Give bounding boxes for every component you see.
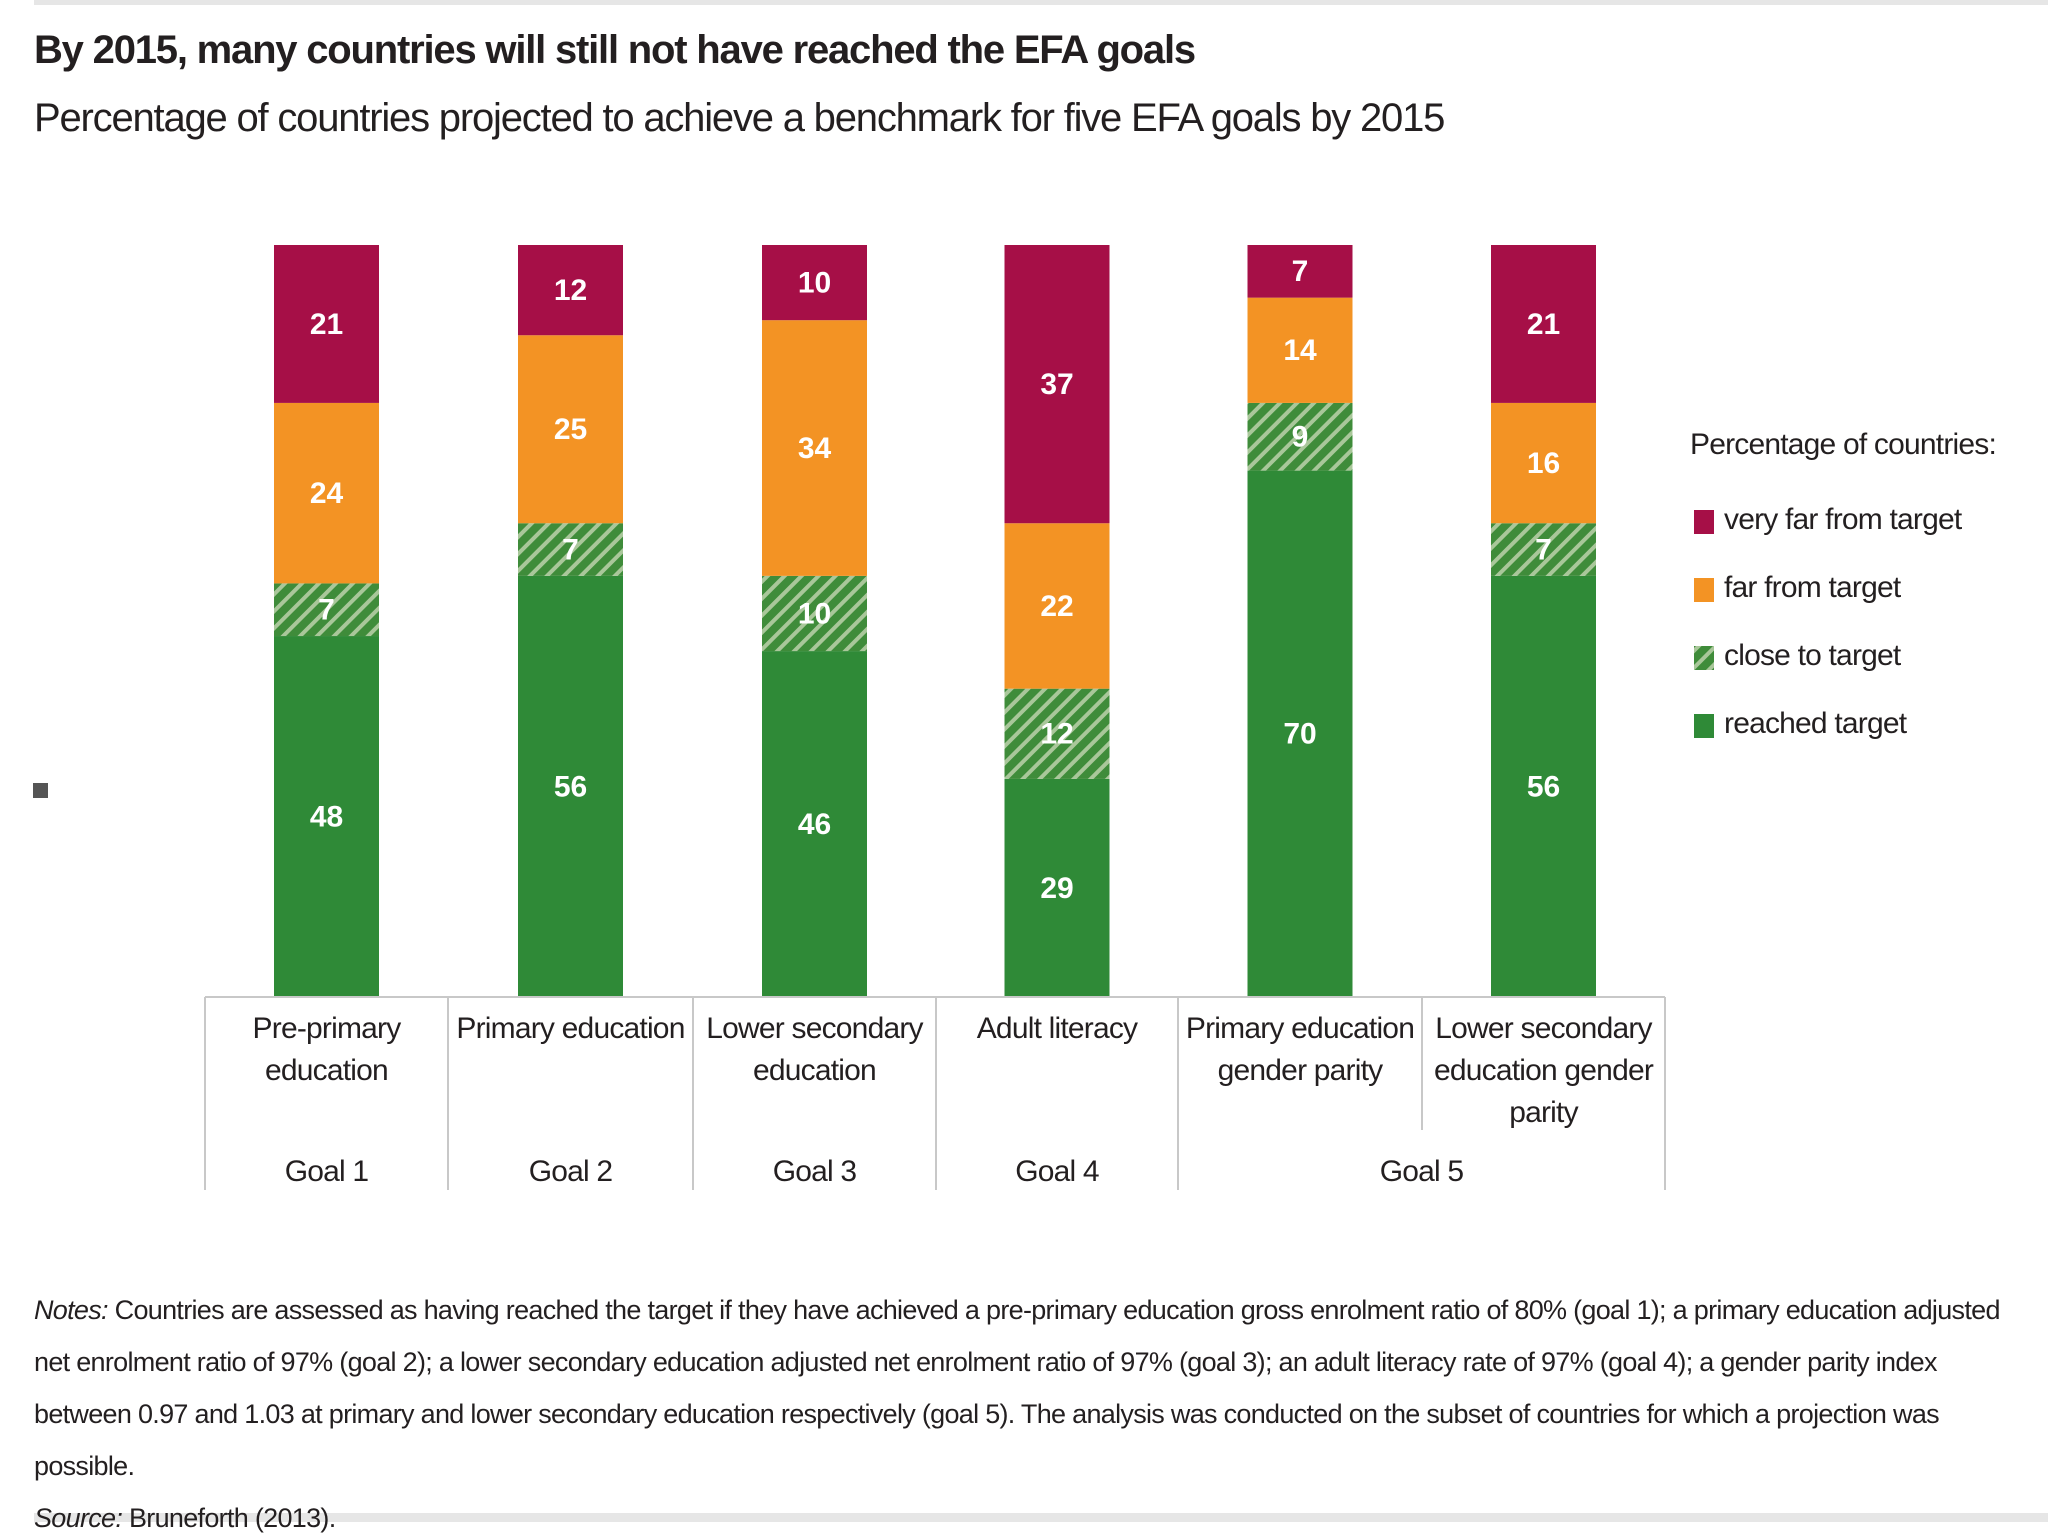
bar-segment [1247,402,1353,471]
bar-segment [274,402,379,584]
legend-label: far from target [1724,571,1901,604]
bar-segment [274,583,379,637]
bar-segment [762,320,867,576]
bar-segment [274,636,379,997]
data-label: 22 [1040,590,1073,623]
source-text: Source: Bruneforth (2013). [34,1492,2024,1536]
data-label: 7 [1535,533,1552,566]
notes-text: Notes: Countries are assessed as having … [34,1284,2024,1492]
x-tick-label: Lower secondary education [706,1012,923,1087]
source-label: Source: [34,1503,123,1533]
data-label: 12 [554,274,587,307]
bar-segment [1491,245,1596,403]
data-label: 21 [310,308,343,341]
bar-segment [1247,245,1353,298]
data-label: 14 [1283,334,1317,367]
data-label: 34 [798,432,832,465]
data-label: 29 [1040,872,1073,905]
bar-segment [762,575,867,652]
marker [33,783,48,798]
chart-title: By 2015, many countries will still not h… [34,28,1196,72]
plot: 48 7 24 21 56 7 25 12 46 10 34 10 29 12 22 37 70 9 14 7 56 7 1… [204,245,1714,1190]
data-label: 7 [1292,255,1309,288]
data-label: 10 [798,597,831,630]
bar-segment [1004,523,1110,689]
legend-label: very far from target [1724,503,1962,536]
bar-segment [762,651,867,997]
data-label: 46 [798,808,831,841]
data-label: 56 [554,770,587,803]
data-label: 16 [1527,447,1560,480]
data-label: 9 [1292,421,1309,454]
data-label: 25 [554,413,587,446]
group-label: Goal 4 [1015,1155,1099,1188]
notes-body: Countries are assessed as having reached… [34,1295,2000,1481]
bar-segment [762,245,867,321]
bar-segment [1491,402,1596,524]
data-label: 70 [1283,718,1316,751]
group-label: Goal 1 [284,1155,369,1188]
data-label: 12 [1040,718,1073,751]
bar-segment [1491,575,1596,997]
bar-segment [1004,688,1110,779]
bar-segment [1247,297,1353,403]
bar-segment [518,245,623,336]
legend-swatch [1694,714,1714,738]
bar-segment [1247,470,1353,998]
legend-swatch [1694,646,1714,670]
x-tick-label: Primary education gender parity [1185,1012,1415,1087]
bar-segment [1004,778,1110,997]
data-label: 24 [310,477,344,510]
data-label: 7 [318,594,335,627]
top-rule [34,0,2048,5]
data-label: 37 [1040,368,1073,401]
group-label: Goal 5 [1379,1155,1464,1188]
legend-swatch [1694,578,1714,602]
group-label: Goal 3 [772,1155,857,1188]
legend-swatch [1694,510,1714,534]
x-tick-label: Lower secondary education gender parity [1433,1012,1654,1129]
data-label: 21 [1527,308,1560,341]
bar-segment [518,523,623,576]
data-label: 10 [798,267,831,300]
x-tick-label: Adult literacy [976,1012,1138,1045]
legend-label: close to target [1724,639,1901,672]
source-body: Bruneforth (2013). [128,1503,336,1533]
data-label: 48 [310,800,343,833]
legend-title: Percentage of countries: [1690,428,1997,461]
x-tick-label: Pre-primary education [252,1012,402,1087]
data-label: 7 [562,533,579,566]
legend-label: reached target [1724,707,1907,740]
bar-segment [1491,523,1596,576]
x-tick-label: Primary education [456,1012,685,1045]
bar-segment [518,575,623,997]
data-label: 56 [1527,770,1560,803]
notes: Notes: Countries are assessed as having … [34,1284,2024,1536]
bar-segment [274,245,379,403]
bottom-rule [34,1513,2048,1522]
notes-label: Notes: [34,1295,109,1325]
group-label: Goal 2 [528,1155,613,1188]
chart-subtitle: Percentage of countries projected to ach… [34,96,1445,140]
bar-segment [518,335,623,524]
bar-segment [1004,245,1110,524]
